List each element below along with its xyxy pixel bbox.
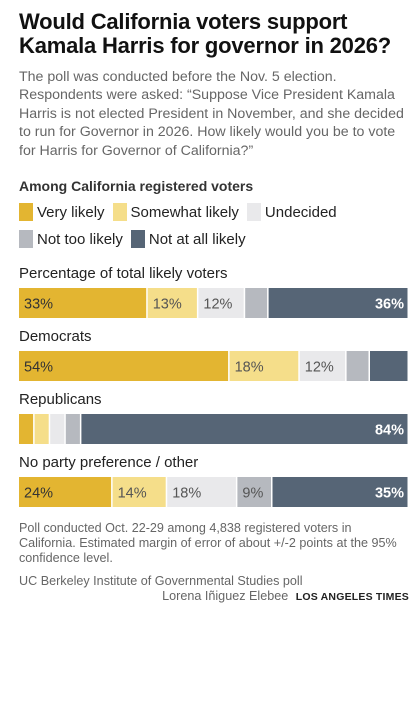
bar-segment-undecided <box>50 414 65 445</box>
bar-value-label: 24% <box>24 486 53 502</box>
footnote: Poll conducted Oct. 22-29 among 4,838 re… <box>19 521 397 566</box>
bar-value-label: 84% <box>375 423 404 439</box>
chart-group-label: Republicans <box>19 391 102 409</box>
bar-segment-very-likely <box>19 414 34 445</box>
legend-swatch <box>19 230 33 249</box>
legend-swatch <box>246 203 261 222</box>
chart-block-no-party: No party preference / other 24% 14% 18% 9% 3… <box>19 454 409 508</box>
bar-segment-somewhat-likely <box>147 288 197 319</box>
legend-item-not-too-likely: Not too likely <box>19 229 123 249</box>
bar-value-label: 12% <box>305 360 334 376</box>
bar-segment-undecided <box>167 477 236 508</box>
bar-value-label: 36% <box>375 297 404 313</box>
bar-segment-very-likely <box>19 351 229 382</box>
stacked-bar-no-party: 24% 14% 18% 9% 35% <box>19 477 408 508</box>
bar-value-label: 14% <box>118 486 147 502</box>
bar-value-label: 13% <box>153 297 182 313</box>
chart-title: Would California voters support Kamala H… <box>19 9 392 58</box>
bar-segment-somewhat-likely <box>229 351 299 382</box>
credit-line: Lorena Iñiguez Elebee LOS ANGELES TIMES <box>19 589 409 605</box>
stacked-bar-democrats: 54% 18% 12% <box>19 351 408 382</box>
bar-segment-somewhat-likely <box>112 477 166 508</box>
chart-group-label: Percentage of total likely voters <box>19 265 228 283</box>
chart-block-democrats: Democrats 54% 18% 12% <box>19 328 409 382</box>
stacked-bar-republicans: 84% <box>19 414 408 445</box>
bar-segment-not-at-all-likely <box>370 351 408 382</box>
chart-block-republicans: Republicans 84% <box>19 391 409 445</box>
stacked-bar-total: 33% 13% 12% 36% <box>19 288 408 319</box>
bar-segment-undecided <box>299 351 346 382</box>
legend-swatch <box>112 203 127 222</box>
legend-item-undecided: Undecided <box>246 202 337 222</box>
bar-value-label: 18% <box>172 486 201 502</box>
bar-segment-not-at-all-likely <box>81 414 408 445</box>
source-line: UC Berkeley Institute of Governmental St… <box>19 574 303 589</box>
legend-label: Somewhat likely <box>130 203 239 221</box>
legend: Very likely Somewhat likely Undecided No… <box>19 202 409 249</box>
chart-block-total: Percentage of total likely voters 33% 13%… <box>19 265 409 319</box>
legend-item-not-at-all-likely: Not at all likely <box>130 229 246 249</box>
chart-group-label: No party preference / other <box>19 454 199 472</box>
bar-segment-not-at-all-likely <box>272 477 408 508</box>
bar-value-label: 9% <box>242 486 263 502</box>
legend-label: Very likely <box>37 203 105 221</box>
bar-segment-not-too-likely <box>237 477 271 508</box>
bar-segment-not-too-likely <box>245 288 268 319</box>
bar-segment-very-likely <box>19 288 147 319</box>
group-heading: Among California registered voters <box>19 178 254 195</box>
bar-value-label: 18% <box>235 360 264 376</box>
legend-label: Not too likely <box>37 230 123 248</box>
bar-value-label: 54% <box>24 360 53 376</box>
chart-group-label: Democrats <box>19 328 92 346</box>
legend-item-very-likely: Very likely <box>19 202 105 222</box>
credit-name: Lorena Iñiguez Elebee <box>162 589 289 604</box>
bar-segment-somewhat-likely <box>34 414 49 445</box>
legend-swatch <box>130 230 145 249</box>
bar-segment-undecided <box>198 288 244 319</box>
legend-label: Undecided <box>264 203 337 221</box>
legend-swatch <box>19 203 33 222</box>
legend-label: Not at all likely <box>148 230 246 248</box>
bar-segment-not-too-likely <box>346 351 369 382</box>
chart-subtitle: The poll was conducted before the Nov. 5… <box>19 69 404 159</box>
charts: Percentage of total likely voters 33% 13%… <box>19 265 409 508</box>
brand-logo: LOS ANGELES TIMES <box>295 591 409 604</box>
bar-segment-not-too-likely <box>65 414 80 445</box>
bar-value-label: 12% <box>203 297 232 313</box>
graphic: Would California voters support Kamala H… <box>19 10 409 605</box>
bar-segment-very-likely <box>19 477 112 508</box>
legend-item-somewhat-likely: Somewhat likely <box>112 202 239 222</box>
bar-segment-not-at-all-likely <box>268 288 408 319</box>
bar-value-label: 33% <box>24 297 53 313</box>
bar-value-label: 35% <box>375 486 404 502</box>
